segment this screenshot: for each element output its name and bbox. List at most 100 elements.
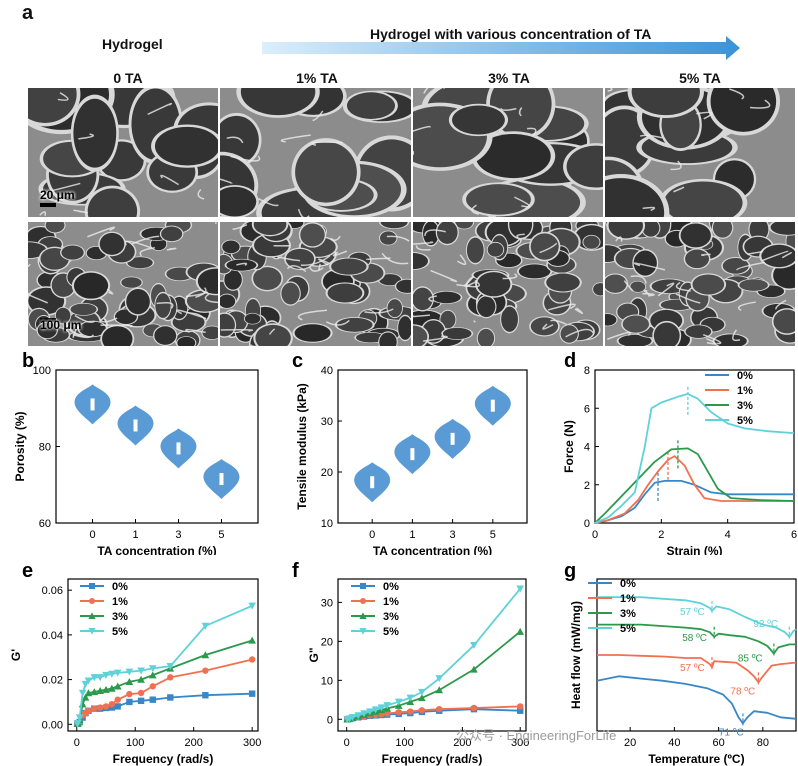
- hydrogel-header: Hydrogel: [102, 36, 163, 52]
- transition-temperature-label: 92 ºC: [753, 619, 778, 630]
- violin-median-box: [410, 448, 415, 461]
- force-strain-chart: d 0 2 4 6 0 2 4 6 8 0% 1% 3% 5% Strain (%) Force (N): [562, 350, 797, 555]
- x-tick-label: 40: [668, 737, 680, 749]
- transition-temperature-label: 85 ºC: [738, 653, 763, 664]
- ta-concentration-header: Hydrogel with various concentration of T…: [370, 26, 652, 42]
- sem-image-top-0: [28, 88, 218, 217]
- data-point: [360, 598, 366, 604]
- data-point: [89, 583, 95, 589]
- y-tick-label: 30: [321, 416, 333, 428]
- x-axis-label: Frequency (rad/s): [113, 752, 214, 766]
- data-point: [75, 714, 84, 722]
- panel-letter: d: [564, 350, 576, 372]
- data-point: [149, 696, 156, 703]
- data-point: [202, 667, 209, 674]
- x-tick-label: 100: [395, 737, 413, 749]
- x-tick-label: 80: [757, 737, 769, 749]
- y-tick-label: 0: [327, 714, 333, 726]
- data-point: [137, 697, 145, 705]
- data-point: [248, 690, 256, 697]
- y-tick-label: 30: [321, 597, 333, 609]
- panel-letter: g: [564, 560, 576, 582]
- series-line-1%: [594, 455, 794, 524]
- x-tick-label: 5: [490, 529, 496, 541]
- concentration-arrow: [262, 36, 740, 60]
- data-point: [395, 709, 402, 716]
- data-point: [516, 585, 525, 593]
- data-point: [435, 686, 444, 694]
- legend-entry-5%: 5%: [737, 415, 753, 427]
- violin-median-box: [219, 473, 224, 486]
- series-line-3%: [597, 623, 796, 655]
- data-point: [88, 628, 96, 635]
- data-point: [470, 642, 478, 650]
- column-label-3ta: 3% TA: [488, 70, 530, 86]
- data-point: [407, 708, 414, 715]
- transition-temperature-label: 58 ºC: [682, 633, 707, 644]
- x-tick-label: 60: [712, 737, 724, 749]
- legend-entry-0%: 0%: [383, 581, 399, 593]
- data-point: [148, 671, 157, 679]
- violin-median-box: [450, 432, 455, 445]
- transition-temperature-label: 78 ºC: [730, 686, 755, 697]
- x-tick-label: 200: [453, 737, 471, 749]
- data-point: [406, 694, 415, 702]
- data-point: [436, 705, 443, 713]
- data-point: [113, 682, 122, 690]
- data-point: [201, 622, 210, 630]
- data-point: [114, 703, 121, 710]
- data-point: [85, 707, 92, 715]
- y-tick-label: 20: [321, 467, 333, 479]
- y-axis-label: G": [307, 647, 321, 662]
- violin-median-box: [90, 398, 95, 411]
- data-point: [394, 698, 403, 706]
- x-tick-label: 0: [74, 737, 80, 749]
- data-point: [102, 703, 110, 710]
- data-point: [383, 710, 391, 717]
- data-point: [517, 703, 524, 710]
- legend-entry-1%: 1%: [737, 385, 753, 397]
- panel-letter: c: [292, 350, 303, 372]
- data-point: [360, 583, 366, 589]
- legend-entry-5%: 5%: [383, 626, 399, 638]
- data-point: [90, 688, 99, 696]
- y-tick-label: 60: [39, 518, 51, 530]
- legend-entry-3%: 3%: [737, 400, 753, 412]
- data-point: [418, 688, 426, 696]
- heat-flow-chart: g 20 40 60 80 0% 1% 3% 5% Temperature (ºC) Heat fl…: [564, 560, 797, 766]
- column-label-5ta: 5% TA: [679, 70, 721, 86]
- y-tick-label: 0.04: [42, 630, 63, 642]
- data-point: [125, 678, 134, 686]
- data-point: [84, 677, 93, 685]
- column-label-0ta: 0 TA: [113, 70, 143, 86]
- data-point: [81, 693, 90, 701]
- data-point: [137, 689, 145, 697]
- series-line-5%: [597, 596, 797, 638]
- panel-letter: b: [22, 350, 34, 372]
- data-point: [359, 612, 367, 619]
- x-tick-label: 20: [624, 737, 636, 749]
- tensile-modulus-violin-chart: c 10 20 30 40 0 1 3 5 TA concentration (%) Tensile…: [292, 350, 528, 555]
- x-tick-label: 1: [409, 529, 415, 541]
- data-point: [126, 690, 133, 698]
- data-point: [354, 712, 363, 720]
- data-point: [74, 719, 82, 727]
- x-tick-label: 100: [126, 737, 144, 749]
- x-tick-label: 4: [725, 529, 731, 541]
- x-axis-label: Frequency (rad/s): [382, 752, 483, 766]
- panel-a-letter: a: [22, 2, 34, 24]
- data-point: [108, 670, 116, 678]
- plot-frame: [337, 578, 527, 732]
- data-point: [377, 704, 386, 712]
- y-tick-label: 10: [321, 518, 333, 530]
- series-line-3%: [76, 639, 253, 725]
- series-line-0%: [596, 675, 797, 725]
- y-axis-label: Force (N): [562, 420, 576, 473]
- legend-entry-5%: 5%: [620, 623, 636, 635]
- data-point: [418, 707, 426, 714]
- porosity-violin-chart: b 60 80 100 0 1 3 5TA concentration (%) Porosity…: [13, 350, 259, 555]
- y-tick-label: 6: [584, 403, 590, 415]
- y-axis-label: Heat flow (mW/mg): [569, 601, 583, 709]
- data-point: [248, 636, 256, 644]
- data-point: [166, 662, 175, 670]
